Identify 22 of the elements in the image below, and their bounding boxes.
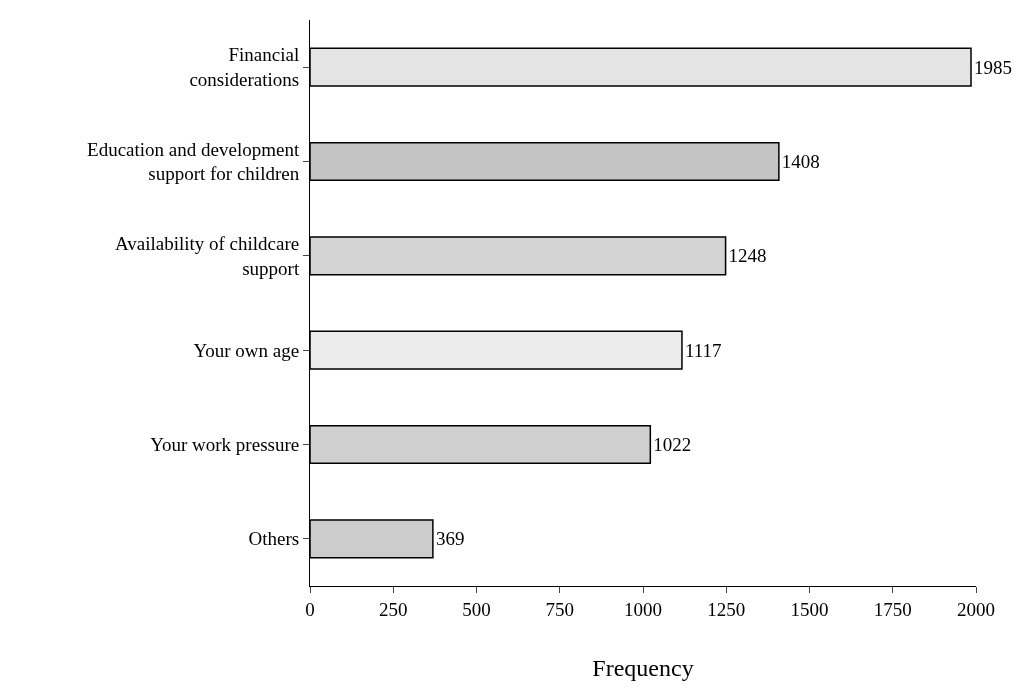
data-label: 1985 [974,56,1013,78]
data-label: 1248 [728,245,767,267]
data-label: 1408 [781,151,820,172]
x-tick-label: 500 [462,598,491,620]
x-tick-label: 0 [305,598,315,620]
y-tick-label: Your work pressure [150,434,300,456]
y-tick-label: Your own age [193,339,300,361]
x-tick-label: 1500 [790,598,829,620]
x-tick-label: 1000 [624,598,662,620]
x-tick-label: 2000 [957,598,995,620]
x-axis-title: Frequency [592,655,694,682]
x-tick-label: 250 [379,598,408,620]
data-label: 369 [435,528,465,550]
y-tick-label: Education and development support for children [87,138,300,185]
data-label: 1117 [684,339,722,361]
x-tick-label: 750 [545,598,574,620]
y-tick-label: Others [248,528,300,550]
y-tick-label: Financial considerations [189,44,300,91]
data-label: 1022 [653,434,692,455]
y-tick-label: Availability of childcare support [114,233,300,279]
x-tick-label: 1750 [873,598,912,620]
x-tick-label: 1250 [707,598,746,620]
